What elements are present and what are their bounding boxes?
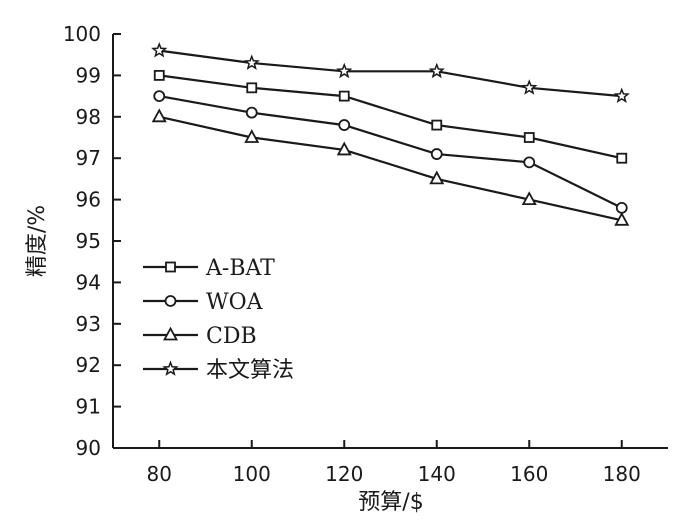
data-point	[151, 41, 168, 58]
y-tick-label: 94	[76, 270, 101, 294]
x-tick-label: 160	[510, 462, 548, 486]
series-layer	[151, 41, 630, 226]
y-tick-label: 95	[76, 229, 101, 253]
data-point	[151, 108, 167, 123]
legend-label: 本文算法	[206, 358, 294, 383]
data-point	[245, 106, 258, 119]
x-tick-label: 120	[325, 462, 363, 486]
y-tick-label: 99	[76, 63, 101, 87]
y-tick-label: 92	[76, 353, 101, 377]
y-tick-label: 98	[76, 105, 101, 129]
x-axis-label: 预算/$	[358, 490, 423, 515]
legend-item: A-BAT	[143, 256, 275, 281]
data-point	[338, 90, 350, 102]
legend-marker	[162, 326, 179, 341]
x-tick-label: 80	[147, 462, 172, 486]
legend-marker	[164, 295, 177, 307]
y-tick-label: 90	[76, 436, 101, 460]
data-point	[523, 156, 536, 169]
data-point	[521, 79, 538, 95]
legend-item: CDB	[143, 324, 257, 349]
data-point	[431, 119, 443, 131]
data-point	[615, 201, 628, 214]
data-point	[523, 132, 535, 143]
y-tick-label: 91	[76, 395, 101, 419]
y-tick-label: 100	[63, 22, 101, 46]
series-3	[151, 108, 630, 226]
data-point	[153, 70, 165, 81]
x-axis-ticks: 80 100 120 140 160 180	[147, 440, 641, 486]
legend-label: WOA	[206, 290, 264, 315]
legend-marker	[165, 261, 176, 273]
x-tick-label: 180	[603, 462, 641, 486]
data-point	[243, 54, 260, 70]
data-point	[338, 119, 351, 131]
data-point	[246, 82, 258, 94]
data-point	[616, 152, 628, 164]
series-1	[153, 70, 628, 164]
y-axis-ticks: 90 91 92 93 94 95 96 97 98 99 100	[63, 22, 121, 460]
data-point	[521, 191, 537, 206]
y-tick-label: 93	[76, 312, 101, 336]
series-line	[159, 95, 623, 209]
legend-item: 本文算法	[143, 358, 294, 383]
legend-item: WOA	[143, 290, 264, 315]
series-line	[159, 74, 623, 160]
legend-marker	[162, 360, 179, 376]
y-axis-label: 精度/%	[25, 205, 50, 277]
legend-label: CDB	[206, 324, 257, 349]
data-point	[430, 148, 443, 160]
series-line	[159, 115, 623, 222]
data-point	[429, 170, 445, 185]
x-tick-label: 100	[233, 462, 271, 486]
series-line	[159, 49, 622, 98]
legend-label: A-BAT	[205, 256, 275, 281]
data-point	[428, 62, 445, 79]
data-point	[244, 129, 260, 143]
data-point	[336, 62, 353, 79]
y-tick-label: 97	[76, 146, 101, 170]
series-4	[151, 41, 630, 104]
data-point	[614, 211, 630, 226]
axes	[112, 34, 668, 449]
y-tick-label: 96	[76, 188, 101, 212]
data-point	[613, 87, 630, 104]
x-tick-label: 140	[418, 462, 456, 486]
data-point	[153, 90, 166, 102]
legend: A-BAT WOA CDB 本文算法	[143, 256, 294, 383]
data-point	[336, 141, 352, 156]
series-2	[153, 90, 628, 214]
